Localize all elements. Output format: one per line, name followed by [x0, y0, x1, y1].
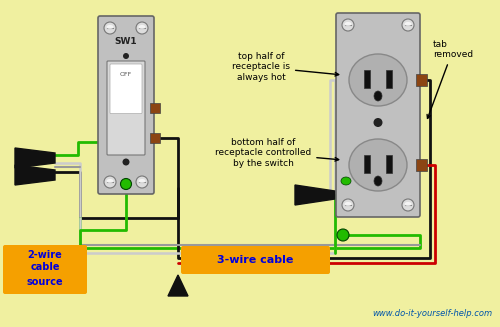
FancyBboxPatch shape	[98, 16, 154, 194]
Ellipse shape	[106, 179, 114, 183]
Bar	[150, 133, 160, 143]
Text: www.do-it-yourself-help.com: www.do-it-yourself-help.com	[372, 309, 492, 318]
Polygon shape	[295, 185, 335, 205]
Ellipse shape	[138, 179, 145, 183]
Bar	[386, 70, 392, 88]
Circle shape	[122, 159, 130, 165]
Bar	[416, 74, 427, 86]
Text: bottom half of
receptacle controlled
by the switch: bottom half of receptacle controlled by …	[215, 138, 338, 168]
Bar	[416, 159, 427, 171]
Ellipse shape	[374, 176, 382, 186]
Circle shape	[337, 229, 349, 241]
Circle shape	[104, 22, 116, 34]
Ellipse shape	[344, 22, 352, 26]
Circle shape	[136, 22, 148, 34]
Ellipse shape	[349, 54, 407, 106]
Bar	[386, 155, 392, 173]
FancyBboxPatch shape	[107, 61, 145, 155]
Bar	[364, 70, 370, 88]
Ellipse shape	[404, 202, 411, 206]
FancyBboxPatch shape	[181, 246, 330, 274]
Circle shape	[120, 179, 132, 190]
Ellipse shape	[138, 25, 145, 29]
Ellipse shape	[349, 139, 407, 191]
Circle shape	[402, 199, 414, 211]
Ellipse shape	[374, 91, 382, 101]
Circle shape	[342, 19, 354, 31]
Ellipse shape	[404, 22, 411, 26]
FancyBboxPatch shape	[110, 64, 142, 113]
Circle shape	[136, 176, 148, 188]
Text: OFF: OFF	[120, 72, 132, 77]
Circle shape	[342, 199, 354, 211]
Text: 3-wire cable: 3-wire cable	[217, 255, 293, 265]
Ellipse shape	[106, 25, 114, 29]
Ellipse shape	[341, 177, 351, 185]
Ellipse shape	[344, 202, 352, 206]
Text: top half of
receptacle is
always hot: top half of receptacle is always hot	[232, 52, 338, 82]
Text: 2-wire
cable: 2-wire cable	[28, 250, 62, 272]
Text: source: source	[26, 277, 64, 287]
Bar	[364, 155, 370, 173]
FancyBboxPatch shape	[336, 13, 420, 217]
Circle shape	[374, 118, 382, 127]
Circle shape	[104, 176, 116, 188]
Polygon shape	[168, 275, 188, 296]
Polygon shape	[15, 148, 55, 168]
Polygon shape	[15, 165, 55, 185]
Text: tab
removed: tab removed	[427, 40, 473, 118]
FancyBboxPatch shape	[3, 245, 87, 294]
Circle shape	[402, 19, 414, 31]
Bar	[150, 103, 160, 113]
Text: SW1: SW1	[114, 38, 138, 46]
Circle shape	[123, 53, 129, 59]
